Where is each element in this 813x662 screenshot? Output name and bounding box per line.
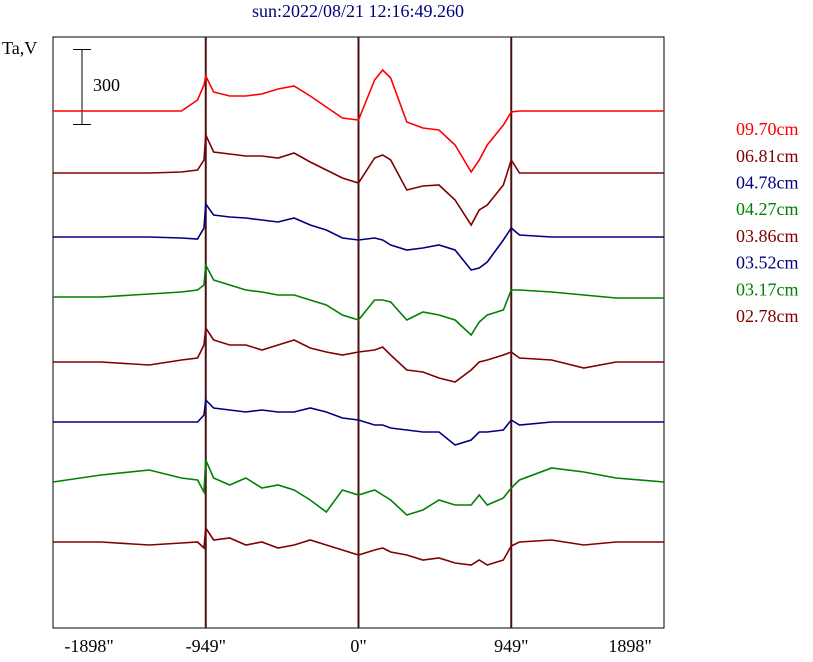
series-line xyxy=(53,262,664,337)
chart-title: sun:2022/08/21 12:16:49.260 xyxy=(252,1,464,21)
x-tick-label: 949" xyxy=(494,636,528,656)
legend-entry: 09.70cm xyxy=(736,119,799,139)
y-axis-label: Ta,V xyxy=(2,38,37,58)
legend-entry: 04.78cm xyxy=(736,173,799,193)
series-line xyxy=(53,134,664,227)
series-line xyxy=(53,325,664,383)
series-line xyxy=(53,525,664,566)
series-line xyxy=(53,68,664,174)
legend-entry: 03.52cm xyxy=(736,253,799,273)
scale-bar-label: 300 xyxy=(93,75,120,95)
legend-entry: 03.86cm xyxy=(736,226,799,246)
series-line xyxy=(52,459,665,516)
legend-entry: 04.27cm xyxy=(736,199,799,219)
legend-entry: 06.81cm xyxy=(736,146,799,166)
legend-entry: 03.17cm xyxy=(736,279,799,299)
x-tick-label: -1898" xyxy=(64,636,113,656)
x-tick-label: 1898" xyxy=(608,636,651,656)
x-tick-label: -949" xyxy=(186,636,226,656)
series-line xyxy=(53,201,664,271)
series-line xyxy=(53,398,664,446)
legend-entry: 02.78cm xyxy=(736,306,799,326)
x-tick-label: 0" xyxy=(350,636,366,656)
